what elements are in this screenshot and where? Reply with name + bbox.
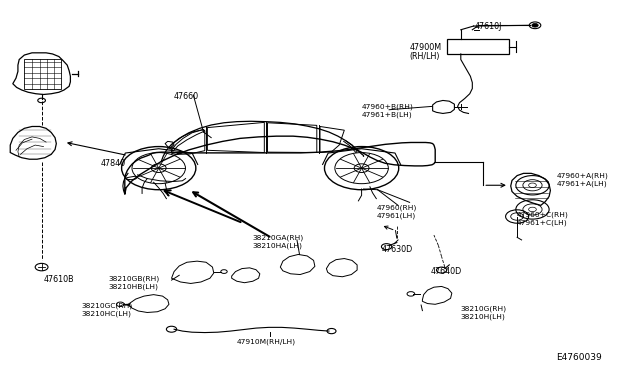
Text: 38210GA(RH): 38210GA(RH)	[252, 234, 303, 241]
Text: (RH/LH): (RH/LH)	[410, 52, 440, 61]
Text: 38210H(LH): 38210H(LH)	[461, 314, 506, 320]
Text: 38210HC(LH): 38210HC(LH)	[82, 311, 132, 317]
Text: E4760039: E4760039	[556, 353, 602, 362]
Text: 47960+A(RH): 47960+A(RH)	[557, 172, 609, 179]
Text: 47610B: 47610B	[44, 275, 74, 284]
Text: 47900M: 47900M	[410, 43, 442, 52]
Text: 38210GB(RH): 38210GB(RH)	[109, 275, 160, 282]
Circle shape	[532, 23, 538, 27]
Text: 47840: 47840	[101, 159, 126, 168]
Text: 47910M(RH/LH): 47910M(RH/LH)	[237, 338, 296, 345]
Text: 47660: 47660	[174, 92, 199, 101]
Text: 47630D: 47630D	[381, 245, 413, 254]
Bar	[447, 39, 509, 54]
Text: 47961+C(LH): 47961+C(LH)	[517, 220, 568, 227]
Text: 38210G(RH): 38210G(RH)	[461, 305, 507, 312]
Text: 47640D: 47640D	[431, 267, 462, 276]
Text: 47610J: 47610J	[475, 22, 502, 31]
Text: 47961+A(LH): 47961+A(LH)	[557, 180, 607, 187]
Text: 47960+B(RH): 47960+B(RH)	[362, 103, 413, 110]
Text: 47960+C(RH): 47960+C(RH)	[517, 212, 569, 218]
Text: 47961(LH): 47961(LH)	[376, 212, 415, 219]
Text: 38210HB(LH): 38210HB(LH)	[109, 283, 159, 290]
Text: 38210HA(LH): 38210HA(LH)	[252, 242, 302, 249]
Text: 38210GC(RH): 38210GC(RH)	[82, 302, 133, 309]
Text: 47961+B(LH): 47961+B(LH)	[362, 111, 412, 118]
Text: 47960(RH): 47960(RH)	[376, 204, 417, 211]
